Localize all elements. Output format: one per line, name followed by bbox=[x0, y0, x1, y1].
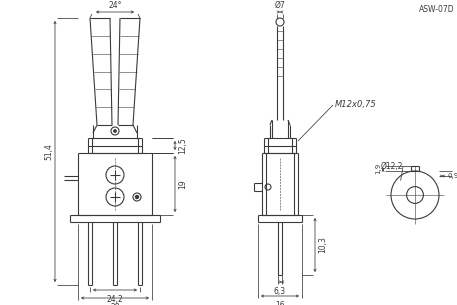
Text: 19: 19 bbox=[178, 179, 187, 189]
Text: 12,5: 12,5 bbox=[178, 137, 187, 154]
Text: M12x0,75: M12x0,75 bbox=[335, 101, 377, 109]
Text: 24°: 24° bbox=[108, 1, 122, 10]
Circle shape bbox=[114, 130, 116, 132]
Circle shape bbox=[135, 196, 138, 199]
Text: 10,3: 10,3 bbox=[318, 237, 327, 253]
Text: 16: 16 bbox=[275, 301, 285, 305]
Text: Ø7: Ø7 bbox=[275, 1, 285, 10]
Text: ASW-07D: ASW-07D bbox=[420, 5, 455, 14]
Text: 51,4: 51,4 bbox=[44, 143, 53, 160]
Text: 1,9: 1,9 bbox=[375, 163, 381, 174]
Text: 28: 28 bbox=[110, 303, 120, 305]
Text: 0,9: 0,9 bbox=[448, 173, 457, 179]
Text: 24,2: 24,2 bbox=[106, 295, 123, 304]
Text: Ø12,2: Ø12,2 bbox=[381, 163, 404, 171]
Text: 6,3: 6,3 bbox=[274, 287, 286, 296]
